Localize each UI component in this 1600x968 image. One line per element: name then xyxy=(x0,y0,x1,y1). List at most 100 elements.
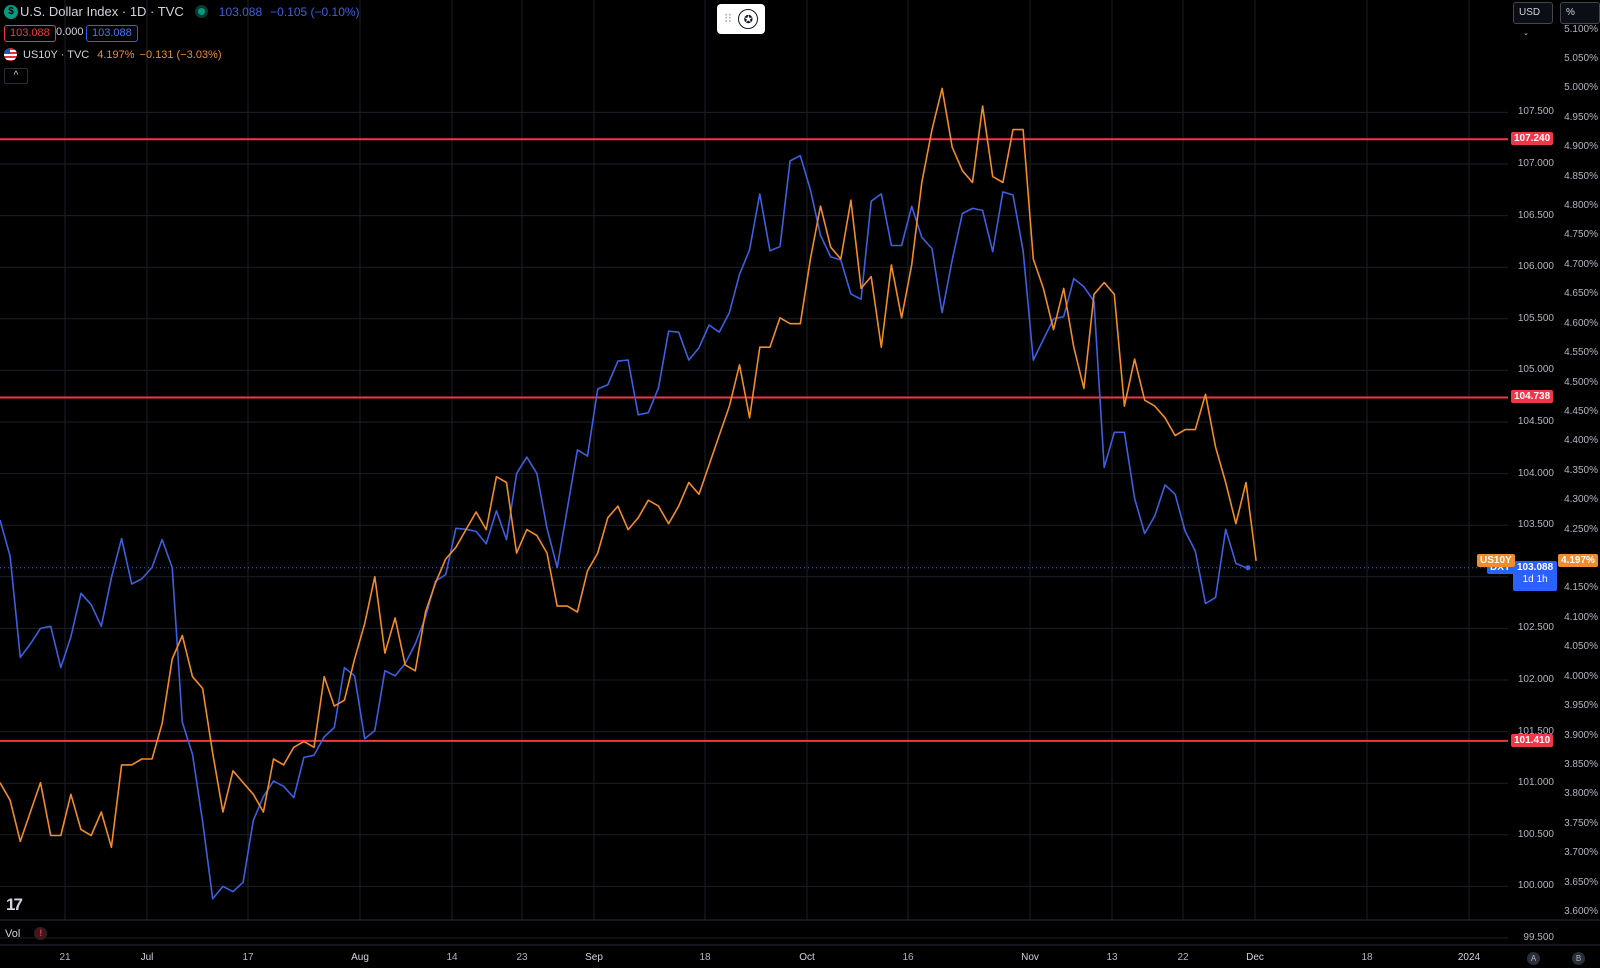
market-open-icon xyxy=(197,8,205,15)
percent-scale-button[interactable]: % xyxy=(1560,2,1600,24)
us10y-value: 4.197% xyxy=(97,48,135,61)
bid-price-button[interactable]: 103.088 xyxy=(4,25,56,42)
left-axis-tick-label: 104.000 xyxy=(1517,467,1554,479)
left-axis-tick-label: 103.500 xyxy=(1517,519,1554,531)
currency-select[interactable]: USD ⌄ xyxy=(1513,2,1553,37)
chevron-up-icon: ^ xyxy=(13,70,19,81)
left-axis-tick-label: 101.000 xyxy=(1517,777,1554,789)
left-axis-tick-label: 107.000 xyxy=(1517,158,1554,169)
dxy-series-line xyxy=(0,154,1247,900)
time-axis-label: 18 xyxy=(1361,952,1373,963)
percent-label: % xyxy=(1566,7,1575,18)
left-axis-tick-label: 105.500 xyxy=(1517,312,1554,324)
dxy-tag-price: 103.088 xyxy=(1517,561,1554,573)
bar-countdown: 1d 1h xyxy=(1522,573,1548,585)
us10y-series-line xyxy=(0,87,1257,849)
right-axis-tick-label: 4.350% xyxy=(1564,464,1598,476)
time-axis-label: 22 xyxy=(1177,952,1189,963)
right-axis-tick-label: 5.000% xyxy=(1564,82,1598,94)
right-axis-tick-label: 3.650% xyxy=(1564,876,1598,888)
left-axis-tick-label: 100.500 xyxy=(1517,828,1554,840)
us-flag-icon xyxy=(4,48,17,61)
volume-pane-legend: Vol ! xyxy=(5,927,48,940)
drag-grip-icon[interactable]: ⠿ xyxy=(723,12,733,26)
time-axis-label: Jul xyxy=(140,952,154,963)
tradingview-logo[interactable]: 17 xyxy=(6,895,23,914)
right-axis-tick-label: 4.000% xyxy=(1564,670,1598,682)
right-axis-tick-label: 4.150% xyxy=(1564,582,1598,594)
left-axis-tick-label: 105.000 xyxy=(1517,364,1554,376)
time-axis-label: 2024 xyxy=(1457,952,1481,963)
time-axis-label: 21 xyxy=(59,952,71,963)
right-axis-tick-label: 3.950% xyxy=(1564,700,1598,712)
right-axis-tick-label: 4.400% xyxy=(1564,435,1598,447)
right-axis-tick-label: 4.850% xyxy=(1564,170,1598,182)
right-axis-tick-label: 3.800% xyxy=(1564,788,1598,800)
level-price-tag[interactable]: 107.240 xyxy=(1511,132,1554,146)
time-axis-label: 23 xyxy=(516,952,528,963)
right-axis-tick-label: 4.950% xyxy=(1564,111,1598,123)
us10y-change: −0.131 (−3.03%) xyxy=(139,48,222,61)
right-axis-tick-label: 4.750% xyxy=(1564,229,1598,241)
right-axis-tick-label: 5.100% xyxy=(1564,23,1598,35)
dxy-change: −0.105 (−0.10%) xyxy=(270,4,360,19)
right-axis-tick-label: 3.700% xyxy=(1564,847,1598,859)
legend-us10y[interactable]: US10Y · TVC 4.197% −0.131 (−3.03%) xyxy=(4,48,222,61)
right-axis-tick-label: 4.450% xyxy=(1564,405,1598,417)
chevron-down-icon: ⌄ xyxy=(1523,30,1529,37)
time-axis-label: 14 xyxy=(446,952,458,963)
right-axis-tick-label: 5.050% xyxy=(1564,52,1598,64)
us10y-value-tag[interactable]: 4.197% xyxy=(1558,553,1598,567)
right-axis-tick-label: 3.600% xyxy=(1564,906,1598,917)
ask-price-button[interactable]: 103.088 xyxy=(86,25,138,42)
right-axis-tick-label: 4.500% xyxy=(1564,376,1598,388)
dollar-symbol-icon: $ xyxy=(4,4,18,19)
dxy-title[interactable]: U.S. Dollar Index · 1D · TVC xyxy=(20,4,184,19)
currency-label: USD xyxy=(1519,7,1541,18)
left-axis-tick-label: 101.500 xyxy=(1517,725,1554,737)
favorite-star-icon[interactable]: ✪ xyxy=(738,9,759,29)
time-axis-label: 17 xyxy=(242,952,254,963)
time-axis-label: 13 xyxy=(1106,952,1118,963)
right-axis-tick-label: 4.250% xyxy=(1564,523,1598,535)
time-axis-label: 16 xyxy=(902,952,914,963)
warning-icon[interactable]: ! xyxy=(34,927,48,940)
spread-value: 0.000 xyxy=(56,26,84,38)
collapse-legend-button[interactable]: ^ xyxy=(4,68,28,84)
time-axis-label: Dec xyxy=(1246,952,1264,963)
time-axis-label: Nov xyxy=(1021,952,1039,963)
right-axis-tick-label: 3.750% xyxy=(1564,817,1598,829)
legend-dxy[interactable]: $ U.S. Dollar Index · 1D · TVC 103.088 −… xyxy=(4,4,360,19)
right-axis-tick-label: 4.700% xyxy=(1564,258,1598,270)
right-axis-tick-label: 4.650% xyxy=(1564,288,1598,300)
dxy-last-point xyxy=(1245,565,1251,571)
right-axis-tick-label: 4.050% xyxy=(1564,641,1598,653)
level-price-tag[interactable]: 101.410 xyxy=(1511,733,1554,747)
left-axis-tick-label: 106.000 xyxy=(1517,261,1554,273)
left-axis-tick-label: 99.500 xyxy=(1523,932,1554,943)
floating-toolbar[interactable]: ⠿ ✪ xyxy=(717,4,765,34)
us10y-title[interactable]: US10Y · TVC xyxy=(23,48,90,61)
settings-scale-button[interactable]: B xyxy=(1572,952,1585,965)
vol-label[interactable]: Vol xyxy=(5,927,21,940)
left-axis-tick-label: 102.000 xyxy=(1517,674,1554,685)
dxy-value: 103.088 xyxy=(218,4,263,19)
us10y-name-tag[interactable]: US10Y xyxy=(1477,553,1515,567)
right-axis-tick-label: 3.850% xyxy=(1564,758,1598,770)
left-axis-tick-label: 104.500 xyxy=(1517,416,1554,427)
time-axis-label: 18 xyxy=(699,952,711,963)
auto-scale-button[interactable]: A xyxy=(1527,952,1540,965)
right-axis-tick-label: 4.600% xyxy=(1564,317,1598,329)
level-price-tag[interactable]: 104.738 xyxy=(1511,390,1554,404)
dxy-value-tag[interactable]: 103.088 1d 1h xyxy=(1513,560,1558,591)
left-axis-tick-label: 106.500 xyxy=(1517,209,1554,221)
right-axis-tick-label: 4.100% xyxy=(1564,611,1598,623)
right-axis-tick-label: 4.550% xyxy=(1564,347,1598,359)
left-axis-tick-label: 102.500 xyxy=(1517,622,1554,634)
right-axis-tick-label: 4.300% xyxy=(1564,494,1598,506)
left-axis-tick-label: 100.000 xyxy=(1517,880,1554,892)
right-axis-tick-label: 4.900% xyxy=(1564,141,1598,153)
right-axis-tick-label: 4.800% xyxy=(1564,200,1598,212)
time-axis-label: Sep xyxy=(585,952,603,963)
